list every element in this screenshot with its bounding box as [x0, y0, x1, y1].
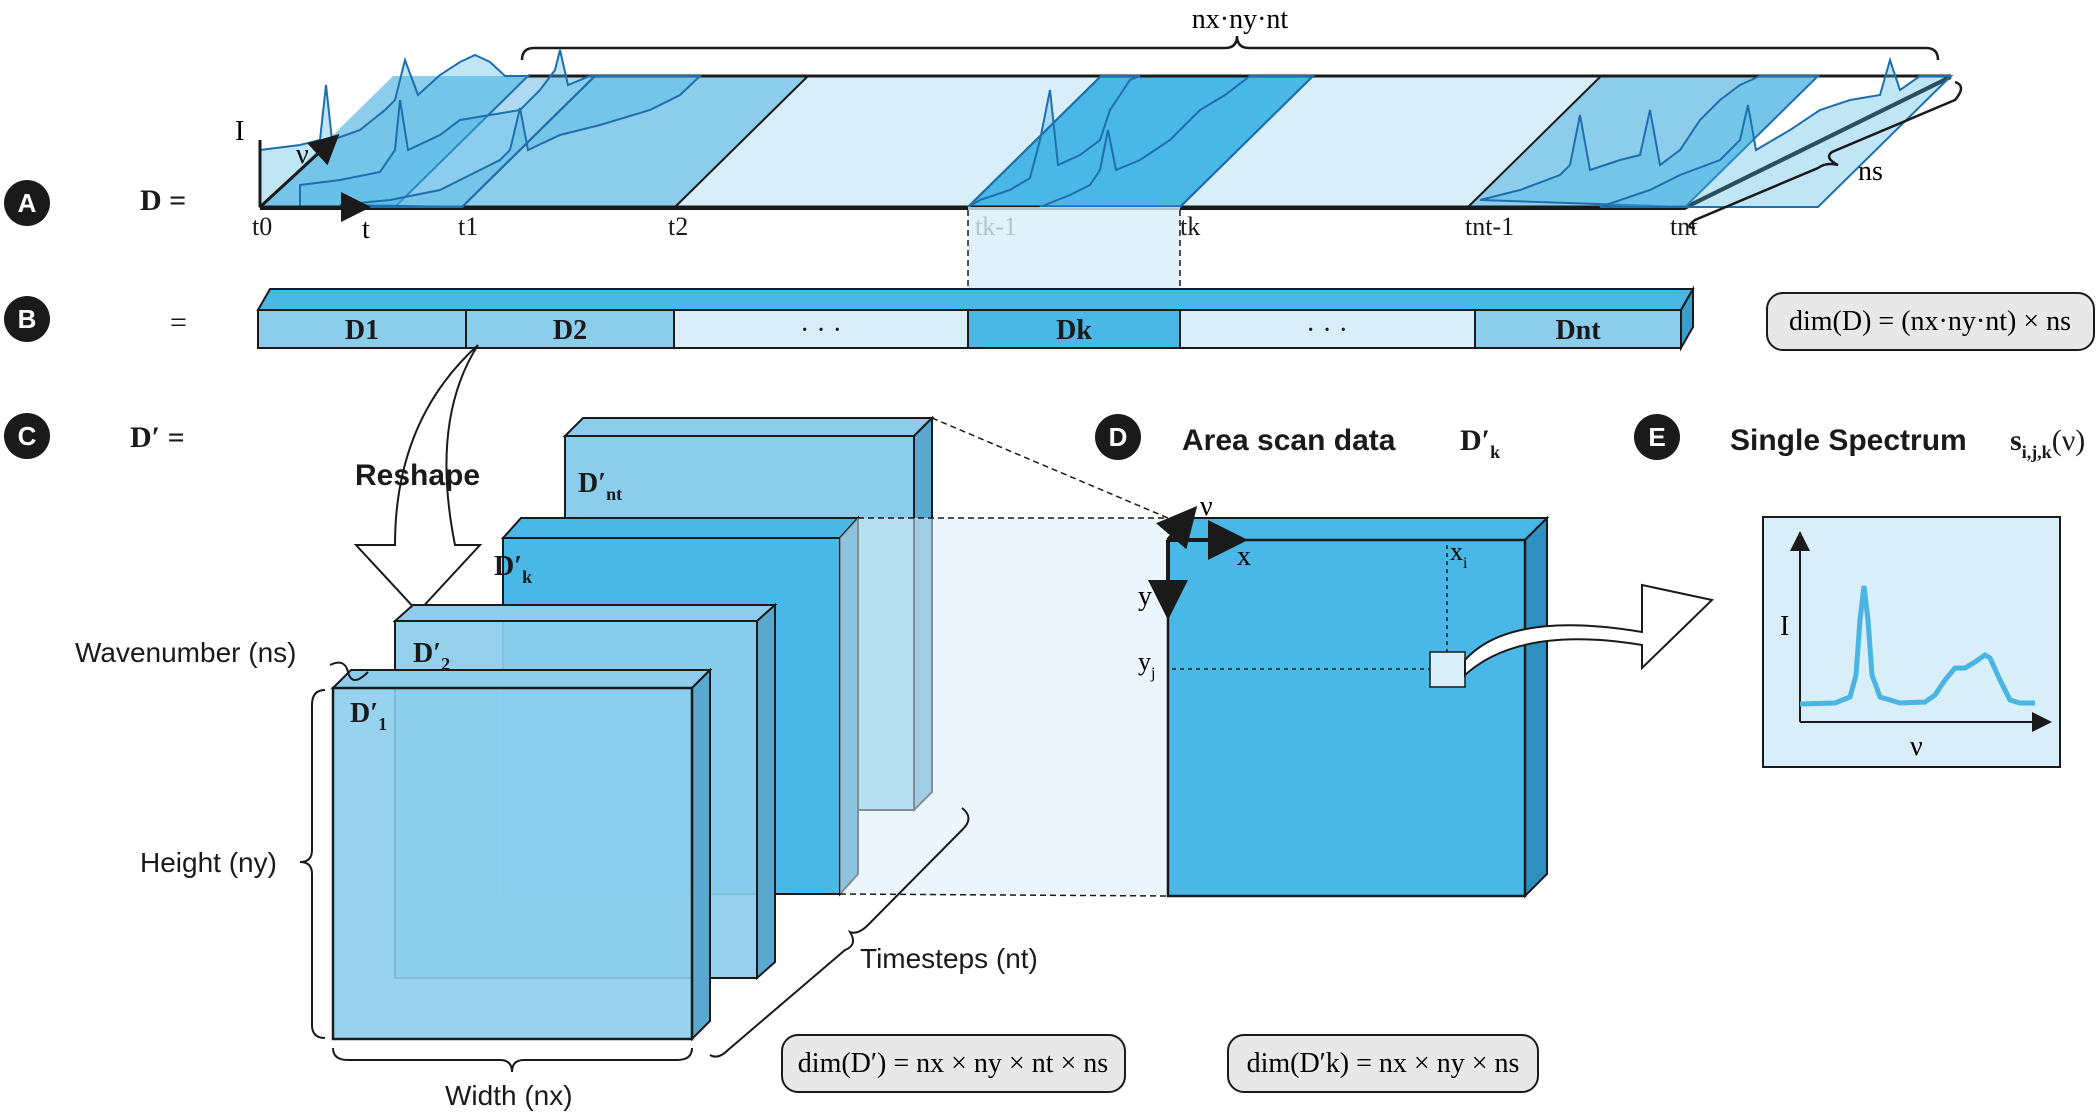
- panel-B-bar: D1 D2 · · · Dk · · · Dnt: [256, 285, 1695, 352]
- svg-text:· · ·: · · ·: [800, 315, 842, 346]
- axis-I-label: I: [235, 116, 244, 147]
- svg-text:C: C: [18, 421, 37, 451]
- panel-D-titles: Area scan data D′k: [1182, 424, 1500, 462]
- pixel-ij: [1429, 651, 1466, 688]
- scan-nu-label: ν: [1200, 491, 1213, 522]
- width-label: Width (nx): [445, 1080, 573, 1111]
- width-brace: nx·ny·nt: [520, 4, 1940, 61]
- spectrum-curve: [1799, 585, 2035, 707]
- block-D2: [465, 309, 675, 349]
- width-brace-label: nx·ny·nt: [1192, 4, 1289, 35]
- svg-text:dim(D′) = nx × ny × nt × ns: dim(D′) = nx × ny × nt × ns: [798, 1048, 1108, 1079]
- tick-tnt: tnt: [1670, 212, 1698, 241]
- svg-text:D2: D2: [553, 315, 587, 346]
- svg-text:dim(D′k) = nx × ny × ns: dim(D′k) = nx × ny × ns: [1247, 1048, 1520, 1079]
- slab-top-seg1: [260, 76, 528, 207]
- scan-y-label: y: [1138, 581, 1152, 612]
- svg-text:dim(D) = (nx·ny·nt) × ns: dim(D) = (nx·ny·nt) × ns: [1789, 306, 2071, 337]
- badge-C: C: [4, 413, 50, 459]
- panel-A-spectra: [259, 49, 1954, 209]
- panel-E-title: Single Spectrum: [1730, 424, 1967, 457]
- tick-t2: t2: [668, 212, 688, 241]
- svg-text:Dnt: Dnt: [1555, 315, 1601, 346]
- panel-D-title: Area scan data: [1182, 424, 1396, 457]
- reshape-arrow: Reshape: [353, 344, 483, 614]
- panel-B-label: =: [170, 306, 187, 339]
- tick-t1: t1: [458, 212, 478, 241]
- slab-top-seg6: [1180, 76, 1601, 207]
- slab-top-seg4: [675, 76, 1101, 207]
- area-scan-cube: x y ν xi yj: [1138, 491, 1550, 899]
- slab-top-seg5: [968, 76, 1313, 207]
- tick-tnt-1: tnt-1: [1465, 212, 1514, 241]
- depth-brace: ns: [1688, 80, 1963, 230]
- scan-x-label: x: [1237, 541, 1251, 572]
- panel-A-axes: I ν t: [235, 116, 371, 245]
- dim-Dprime-box: dim(D′) = nx × ny × nt × ns: [781, 1034, 1126, 1093]
- dim-Dk-box: dim(D′k) = nx × ny × ns: [1227, 1034, 1539, 1093]
- svg-text:D: D: [1109, 422, 1128, 452]
- spectrum-I-label: I: [1780, 611, 1789, 642]
- depth-brace-label: ns: [1858, 156, 1883, 187]
- projection-Dk-to-scan: [839, 417, 1169, 897]
- badge-B: B: [4, 296, 50, 342]
- spectrum-plot: I ν: [1762, 516, 2061, 768]
- svg-text:E: E: [1648, 422, 1665, 452]
- panel-E-titles: Single Spectrum si,j,k(ν): [1730, 424, 2085, 462]
- tick-tk: tk: [1180, 212, 1200, 241]
- block-Dk: [967, 309, 1181, 349]
- frame-D1: [330, 667, 713, 1042]
- panel-E-symbol: si,j,k(ν): [2010, 424, 2085, 462]
- axis-nu-label: ν: [296, 139, 309, 170]
- block-Dnt: [1474, 309, 1682, 349]
- block-D1: [257, 309, 467, 349]
- slab-top-seg3: [462, 76, 808, 207]
- tick-t0: t0: [252, 212, 272, 241]
- reshape-label: Reshape: [355, 459, 480, 492]
- dim-D-box: dim(D) = (nx·ny·nt) × ns: [1766, 292, 2095, 351]
- spectrum-arrow: [1464, 583, 1715, 678]
- svg-text:A: A: [18, 188, 37, 218]
- timesteps-label: Timesteps (nt): [860, 943, 1038, 974]
- panel-A-label: D =: [140, 184, 186, 217]
- svg-text:B: B: [18, 304, 37, 334]
- spectrum-nu-label: ν: [1910, 731, 1923, 762]
- badge-D: D: [1095, 414, 1141, 460]
- svg-text:D1: D1: [345, 315, 379, 346]
- badge-E: E: [1634, 414, 1680, 460]
- wavenumber-label: Wavenumber (ns): [75, 637, 296, 668]
- badge-A: A: [4, 180, 50, 226]
- block-dots2: [1179, 309, 1476, 349]
- svg-text:· · ·: · · ·: [1306, 315, 1348, 346]
- height-label: Height (ny): [140, 847, 277, 878]
- frame-Dk-label: D′k: [494, 551, 532, 587]
- panel-C-label: D′ =: [130, 421, 185, 454]
- panel-D-symbol: D′k: [1460, 424, 1500, 462]
- projection-dashes: [967, 207, 1181, 289]
- block-dots1: [673, 309, 969, 349]
- svg-text:Dk: Dk: [1056, 315, 1092, 346]
- slab-top-seg2: [395, 76, 595, 207]
- axis-t-label: t: [362, 214, 370, 245]
